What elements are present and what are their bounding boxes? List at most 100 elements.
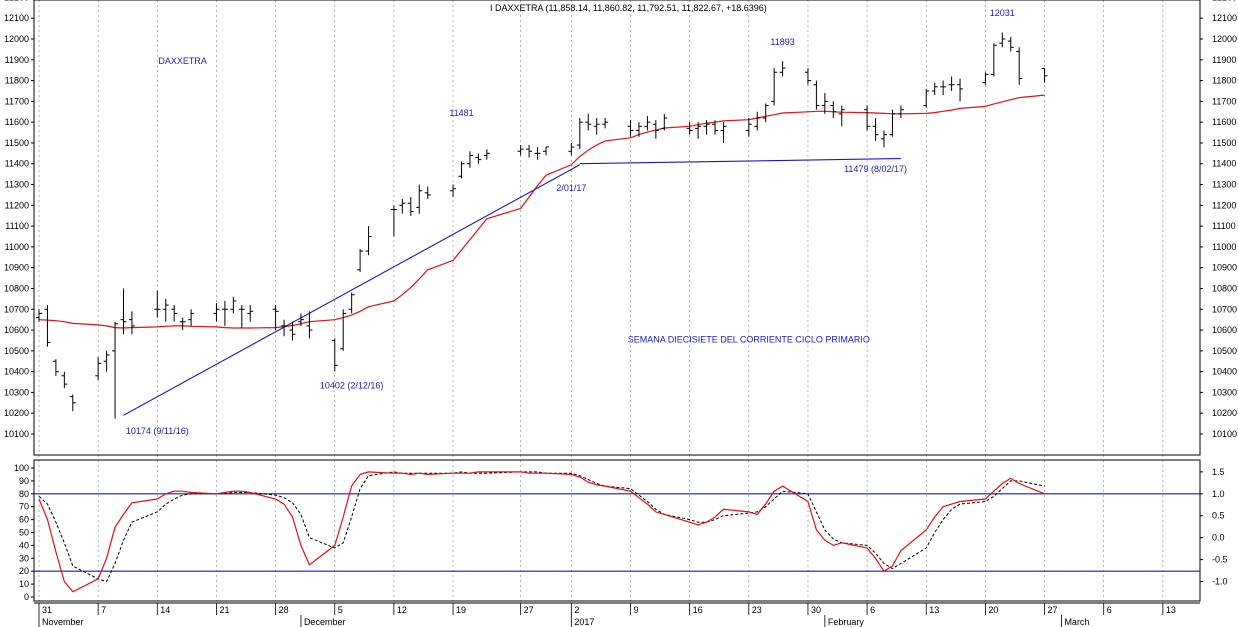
osc-right-label: 1.0 <box>1212 489 1225 499</box>
price-bar <box>348 292 355 314</box>
price-bar <box>999 32 1006 48</box>
annotation-label: 11481 <box>449 108 473 118</box>
price-bar <box>213 303 220 322</box>
price-bar <box>813 80 820 110</box>
osc-left-label: 60 <box>19 515 29 525</box>
price-bar <box>720 122 727 143</box>
price-bar <box>940 80 947 96</box>
price-bar <box>526 145 533 158</box>
price-bar <box>652 120 659 139</box>
price-bar <box>889 109 896 137</box>
price-bar <box>365 226 372 256</box>
price-bar <box>686 122 693 135</box>
price-bar <box>120 288 127 335</box>
oscillator-fast-line <box>38 471 1045 593</box>
date-tick-label: 6 <box>870 605 875 615</box>
annotation-label: 2/01/17 <box>556 183 586 193</box>
price-bar <box>745 118 752 137</box>
annotation-label: 11479 (8/02/17) <box>844 164 907 174</box>
price-bar <box>407 197 414 216</box>
right-tick-label: 11400 <box>1212 159 1236 169</box>
price-bar <box>695 122 702 139</box>
left-tick-label: 12000 <box>4 34 29 44</box>
date-tick-label: 19 <box>456 605 466 615</box>
price-bar <box>357 248 364 272</box>
price-bar <box>390 205 397 237</box>
price-bar <box>602 118 609 129</box>
price-bar <box>61 371 68 389</box>
annotation-label: 12031 <box>990 8 1015 18</box>
osc-left-label: 10 <box>19 579 29 589</box>
date-tick-label: 20 <box>988 605 998 615</box>
osc-left-label: 50 <box>19 528 29 538</box>
price-bar <box>872 118 879 141</box>
price-bar <box>171 305 178 322</box>
price-bar <box>154 290 161 318</box>
date-tick-label: 27 <box>1048 605 1058 615</box>
date-tick-label: 12 <box>397 605 407 615</box>
price-bar <box>957 78 964 102</box>
date-tick-label: 31 <box>42 605 52 615</box>
price-bar <box>661 113 668 131</box>
trendline <box>123 164 581 416</box>
osc-left-label: 30 <box>19 553 29 563</box>
price-bar <box>162 298 169 322</box>
right-tick-label: 10600 <box>1212 325 1237 335</box>
price-bar <box>517 145 524 156</box>
right-tick-label: 10700 <box>1212 304 1237 314</box>
price-bar <box>644 115 651 131</box>
chart-header: I DAXXETRA (11,858.14, 11,860.82, 11,792… <box>490 3 767 13</box>
price-bar <box>483 149 490 160</box>
price-bar <box>931 82 938 96</box>
right-tick-label: 10100 <box>1212 429 1237 439</box>
osc-left-label: 80 <box>19 489 29 499</box>
left-tick-label: 11600 <box>5 117 29 127</box>
price-bar <box>272 305 279 331</box>
annotation-label: 10174 (9/11/16) <box>126 426 189 436</box>
date-tick-label: 9 <box>634 605 639 615</box>
right-tick-label: 11900 <box>1212 55 1236 65</box>
right-tick-label: 10200 <box>1212 408 1237 418</box>
left-tick-label: 10300 <box>4 387 29 397</box>
price-bar <box>247 305 254 322</box>
price-bar <box>804 68 811 85</box>
osc-right-label: 0.0 <box>1212 533 1225 543</box>
price-bar <box>281 319 288 337</box>
price-bar <box>585 113 592 131</box>
price-bar <box>779 61 786 77</box>
left-tick-label: 12100 <box>4 13 29 23</box>
price-bar <box>923 88 930 108</box>
price-bar <box>36 309 42 322</box>
left-tick-label: 11500 <box>5 138 29 148</box>
price-bar <box>69 394 76 412</box>
osc-right-label: 1.5 <box>1212 467 1225 477</box>
price-bar <box>466 151 473 168</box>
price-bar <box>450 184 457 197</box>
right-tick-label: 11500 <box>1212 138 1236 148</box>
left-tick-label: 11100 <box>5 221 29 231</box>
right-tick-label: 12000 <box>1212 34 1237 44</box>
price-bar <box>762 103 769 123</box>
price-bar <box>112 321 119 419</box>
month-label: March <box>1064 617 1089 627</box>
price-bar <box>821 93 828 114</box>
right-tick-label: 10300 <box>1212 387 1237 397</box>
right-tick-label: 11000 <box>1212 242 1236 252</box>
moving-average-line <box>38 94 1045 329</box>
right-tick-label: 10900 <box>1212 263 1237 273</box>
osc-right-label: -1.0 <box>1212 577 1228 587</box>
price-bar <box>990 43 997 77</box>
trendlines <box>123 157 901 416</box>
price-bar <box>576 118 583 150</box>
price-bar <box>179 317 186 331</box>
right-tick-label: 10500 <box>1212 346 1237 356</box>
month-label: November <box>42 617 84 627</box>
price-bar <box>128 311 135 335</box>
price-bar <box>864 105 871 131</box>
left-tick-label: 10800 <box>4 283 29 293</box>
date-tick-label: 28 <box>279 605 289 615</box>
left-tick-label: 11300 <box>5 180 29 190</box>
left-tick-label: 11200 <box>5 200 29 210</box>
price-bar <box>306 311 313 339</box>
price-bar <box>103 350 110 372</box>
